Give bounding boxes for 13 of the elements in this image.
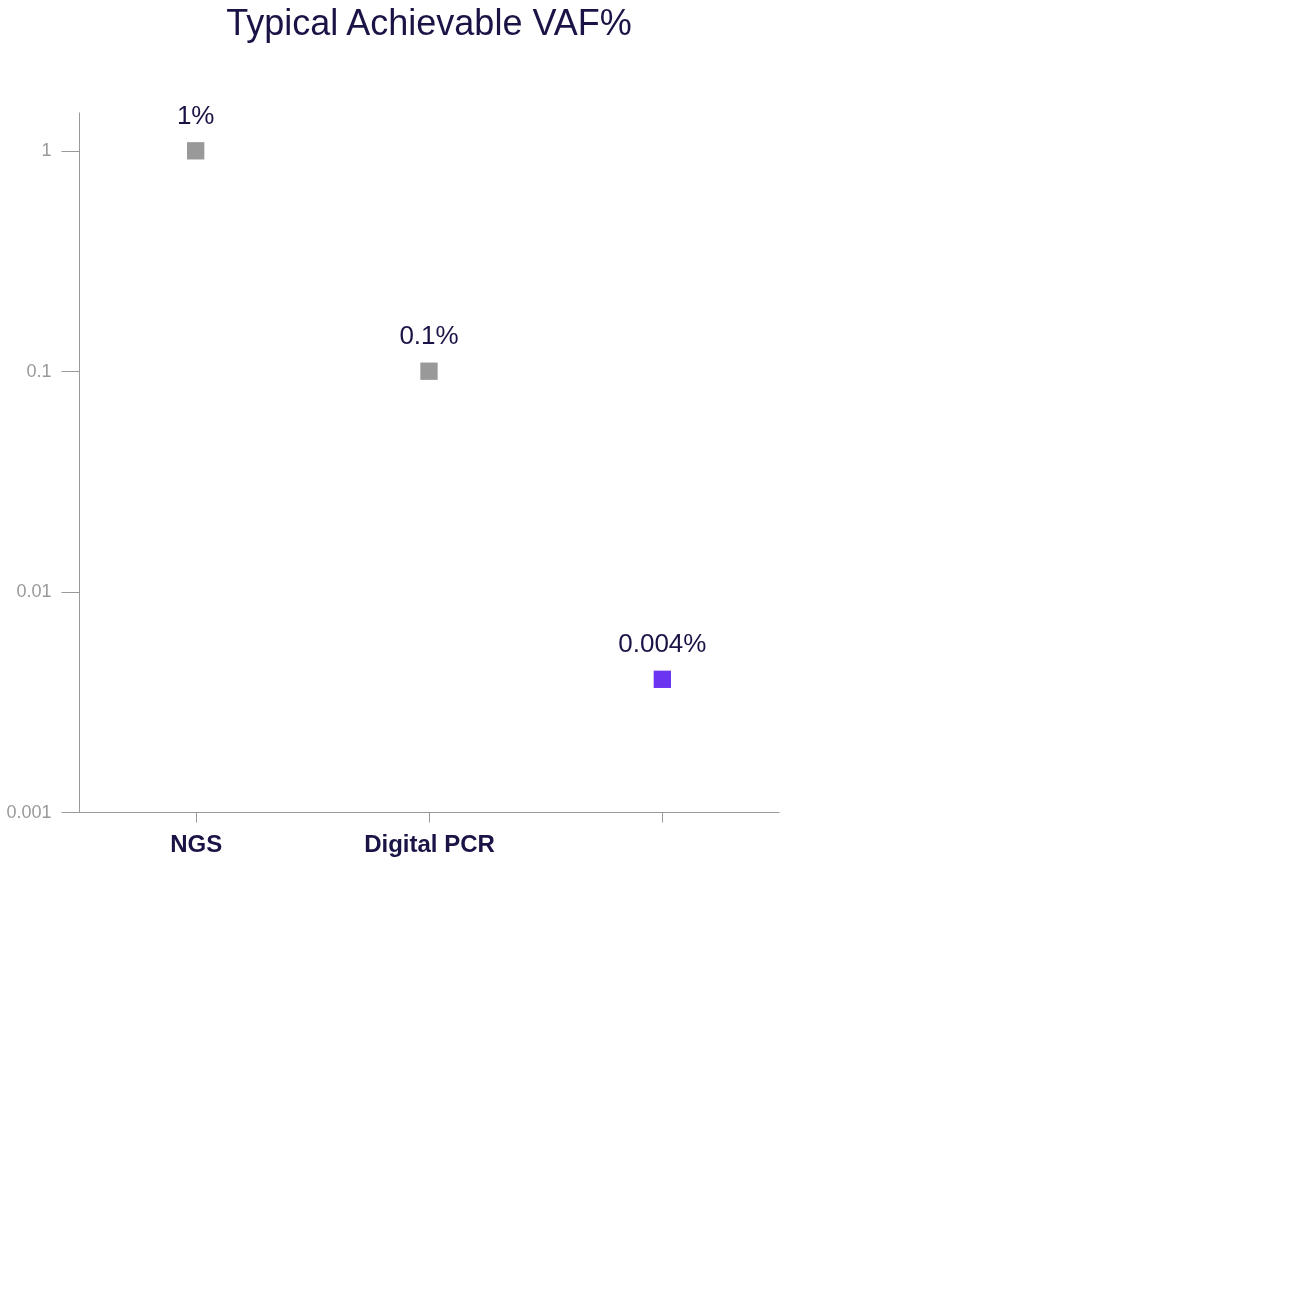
chart-title: Typical Achievable VAF% <box>226 1 632 43</box>
data-label: 1% <box>176 99 215 130</box>
x-tick-label: Digital PCR <box>364 829 495 857</box>
point <box>187 142 205 160</box>
x-tick-label: NGS <box>170 829 223 857</box>
data-label: 0.1% <box>399 320 459 351</box>
y-tick-label: 0.01 <box>16 581 52 602</box>
data-label: 0.004% <box>618 628 707 659</box>
y-tick-label: 0.1 <box>26 360 52 381</box>
y-tick-label: 0.001 <box>6 801 52 822</box>
point <box>420 362 438 380</box>
y-tick-label: 1 <box>41 140 52 161</box>
point <box>653 670 671 688</box>
